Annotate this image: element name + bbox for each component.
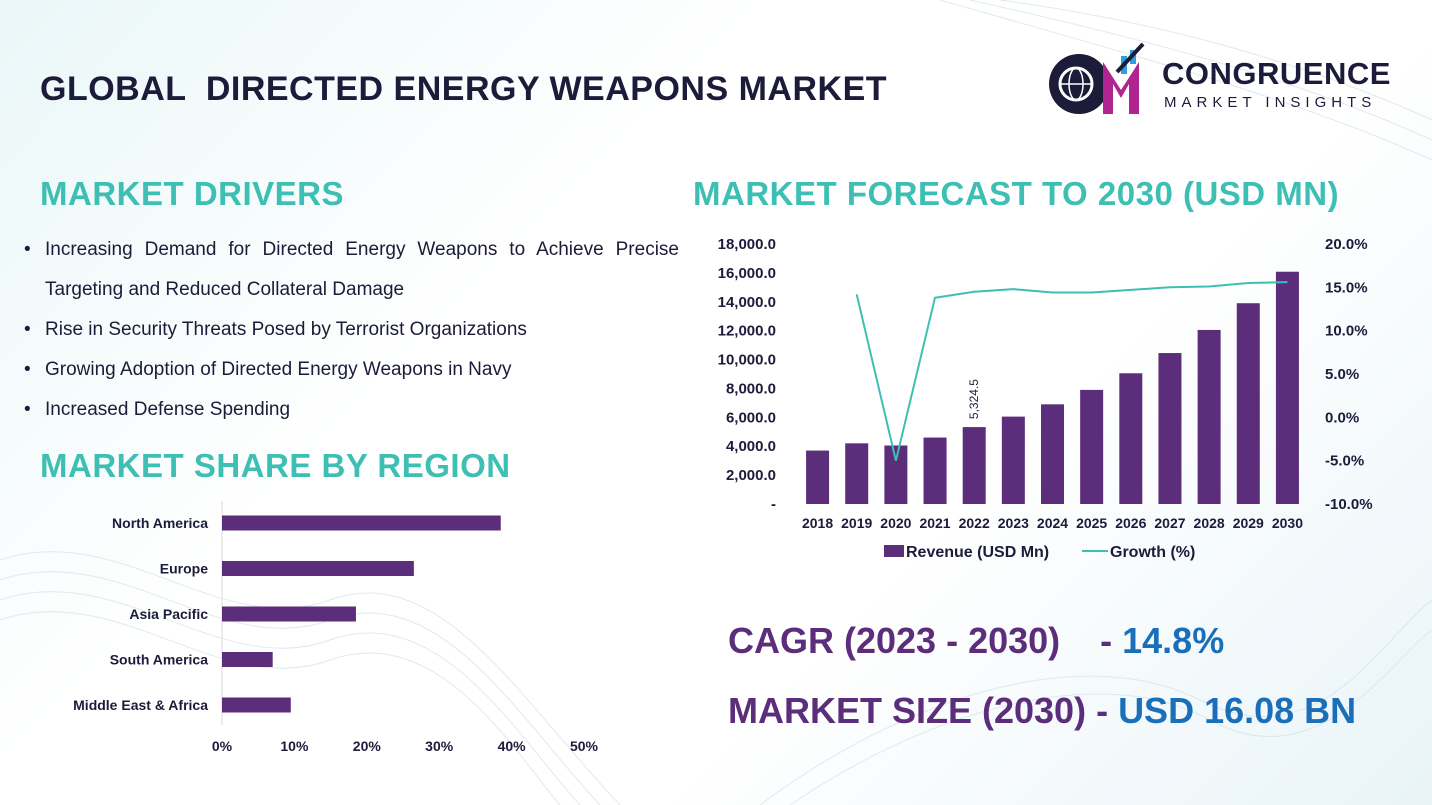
revenue-bar xyxy=(845,443,869,504)
region-label: South America xyxy=(110,652,208,668)
x-tick-label: 2018 xyxy=(802,515,833,531)
y-left-tick-label: 16,000.0 xyxy=(718,265,776,282)
cagr-label: CAGR (2023 - 2030) - xyxy=(728,620,1123,661)
bar-data-label: 5,324.5 xyxy=(967,379,981,419)
region-bar xyxy=(222,606,356,622)
x-tick-label: 30% xyxy=(425,738,454,754)
region-bar xyxy=(222,561,414,576)
y-left-tick-label: 6,000.0 xyxy=(726,409,776,426)
x-tick-label: 2019 xyxy=(841,515,872,531)
y-left-tick-label: 4,000.0 xyxy=(726,438,776,455)
y-left-tick-label: 8,000.0 xyxy=(726,380,776,397)
y-left-tick-label: 2,000.0 xyxy=(726,467,776,484)
y-right-tick-label: 0.0% xyxy=(1325,409,1359,426)
y-left-tick-label: 18,000.0 xyxy=(718,236,776,253)
y-left-tick-label: 10,000.0 xyxy=(718,352,776,369)
forecast-chart: - 2,000.0 4,000.0 6,000.0 8,000.0 10,000.0 12,… xyxy=(718,236,1373,561)
y-right-tick-label: 10.0% xyxy=(1325,323,1368,340)
x-tick-label: 2021 xyxy=(919,515,950,531)
legend-swatch-revenue xyxy=(884,545,904,557)
x-tick-label: 50% xyxy=(570,738,599,754)
region-heading: MARKET SHARE BY REGION xyxy=(40,447,511,484)
market-size-stat: MARKET SIZE (2030) - USD 16.08 BN xyxy=(728,690,1356,732)
revenue-bar xyxy=(1275,271,1299,504)
list-item: Growing Adoption of Directed Energy Weap… xyxy=(24,350,679,390)
region-label: Europe xyxy=(160,561,208,577)
x-tick-label: 2022 xyxy=(959,515,990,531)
revenue-bar xyxy=(1080,389,1104,504)
y-right-tick-label: 20.0% xyxy=(1325,236,1368,253)
revenue-bar xyxy=(1119,373,1143,504)
y-right-tick-label: 15.0% xyxy=(1325,279,1368,296)
market-size-value: USD 16.08 BN xyxy=(1118,690,1357,731)
x-tick-label: 20% xyxy=(353,738,382,754)
legend-label-revenue: Revenue (USD Mn) xyxy=(906,544,1049,561)
region-label: North America xyxy=(112,515,208,531)
revenue-bar xyxy=(1001,416,1025,504)
revenue-bar xyxy=(923,437,947,504)
y-right-tick-label: -5.0% xyxy=(1325,453,1364,470)
logo-name: CONGRUENCE xyxy=(1162,56,1391,91)
x-tick-label: 2020 xyxy=(880,515,911,531)
list-item: Increased Defense Spending xyxy=(24,390,679,430)
revenue-bar xyxy=(806,450,830,504)
y-right-tick-label: 5.0% xyxy=(1325,366,1359,383)
x-tick-label: 2028 xyxy=(1194,515,1225,531)
growth-line xyxy=(855,281,1288,461)
y-left-tick-label: 12,000.0 xyxy=(718,323,776,340)
x-tick-label: 2023 xyxy=(998,515,1029,531)
revenue-bar xyxy=(962,427,986,504)
region-bar xyxy=(222,515,501,531)
drivers-heading: MARKET DRIVERS xyxy=(40,175,345,212)
cagr-stat: CAGR (2023 - 2030) - 14.8% xyxy=(728,620,1224,662)
revenue-bar xyxy=(1041,404,1064,504)
y-left-tick-label: 14,000.0 xyxy=(718,294,776,311)
x-tick-label: 2024 xyxy=(1037,515,1068,531)
revenue-bar xyxy=(1197,329,1221,504)
x-tick-label: 2029 xyxy=(1233,515,1264,531)
market-size-label: MARKET SIZE (2030) - xyxy=(728,690,1119,731)
x-tick-label: 2030 xyxy=(1272,515,1303,531)
cagr-value: 14.8% xyxy=(1122,620,1225,661)
x-tick-label: 2027 xyxy=(1154,515,1185,531)
region-bar xyxy=(222,697,291,713)
revenue-bar xyxy=(1158,353,1182,504)
x-tick-label: 40% xyxy=(498,738,527,754)
legend-label-growth: Growth (%) xyxy=(1110,544,1195,561)
drivers-list: Increasing Demand for Directed Energy We… xyxy=(24,230,679,430)
region-share-chart: North America Europe Asia Pacific South Ame… xyxy=(73,501,599,754)
y-left-tick-label: - xyxy=(771,496,776,513)
revenue-bar xyxy=(884,445,908,504)
region-label: Asia Pacific xyxy=(129,606,208,622)
logo-tagline: MARKET INSIGHTS xyxy=(1164,94,1377,111)
region-bar xyxy=(222,652,273,667)
list-item: Rise in Security Threats Posed by Terror… xyxy=(24,310,679,350)
page-title: GLOBAL DIRECTED ENERGY WEAPONS MARKET xyxy=(40,70,888,108)
x-tick-label: 0% xyxy=(212,738,233,754)
y-right-tick-label: -10.0% xyxy=(1325,496,1373,513)
x-tick-label: 2026 xyxy=(1115,515,1146,531)
list-item: Increasing Demand for Directed Energy We… xyxy=(24,230,679,310)
forecast-heading: MARKET FORECAST TO 2030 (USD MN) xyxy=(693,175,1340,212)
region-label: Middle East & Africa xyxy=(73,697,208,713)
revenue-bar xyxy=(1236,303,1260,504)
logo-mark-icon xyxy=(1049,42,1145,114)
x-tick-label: 2025 xyxy=(1076,515,1107,531)
x-tick-label: 10% xyxy=(280,738,309,754)
